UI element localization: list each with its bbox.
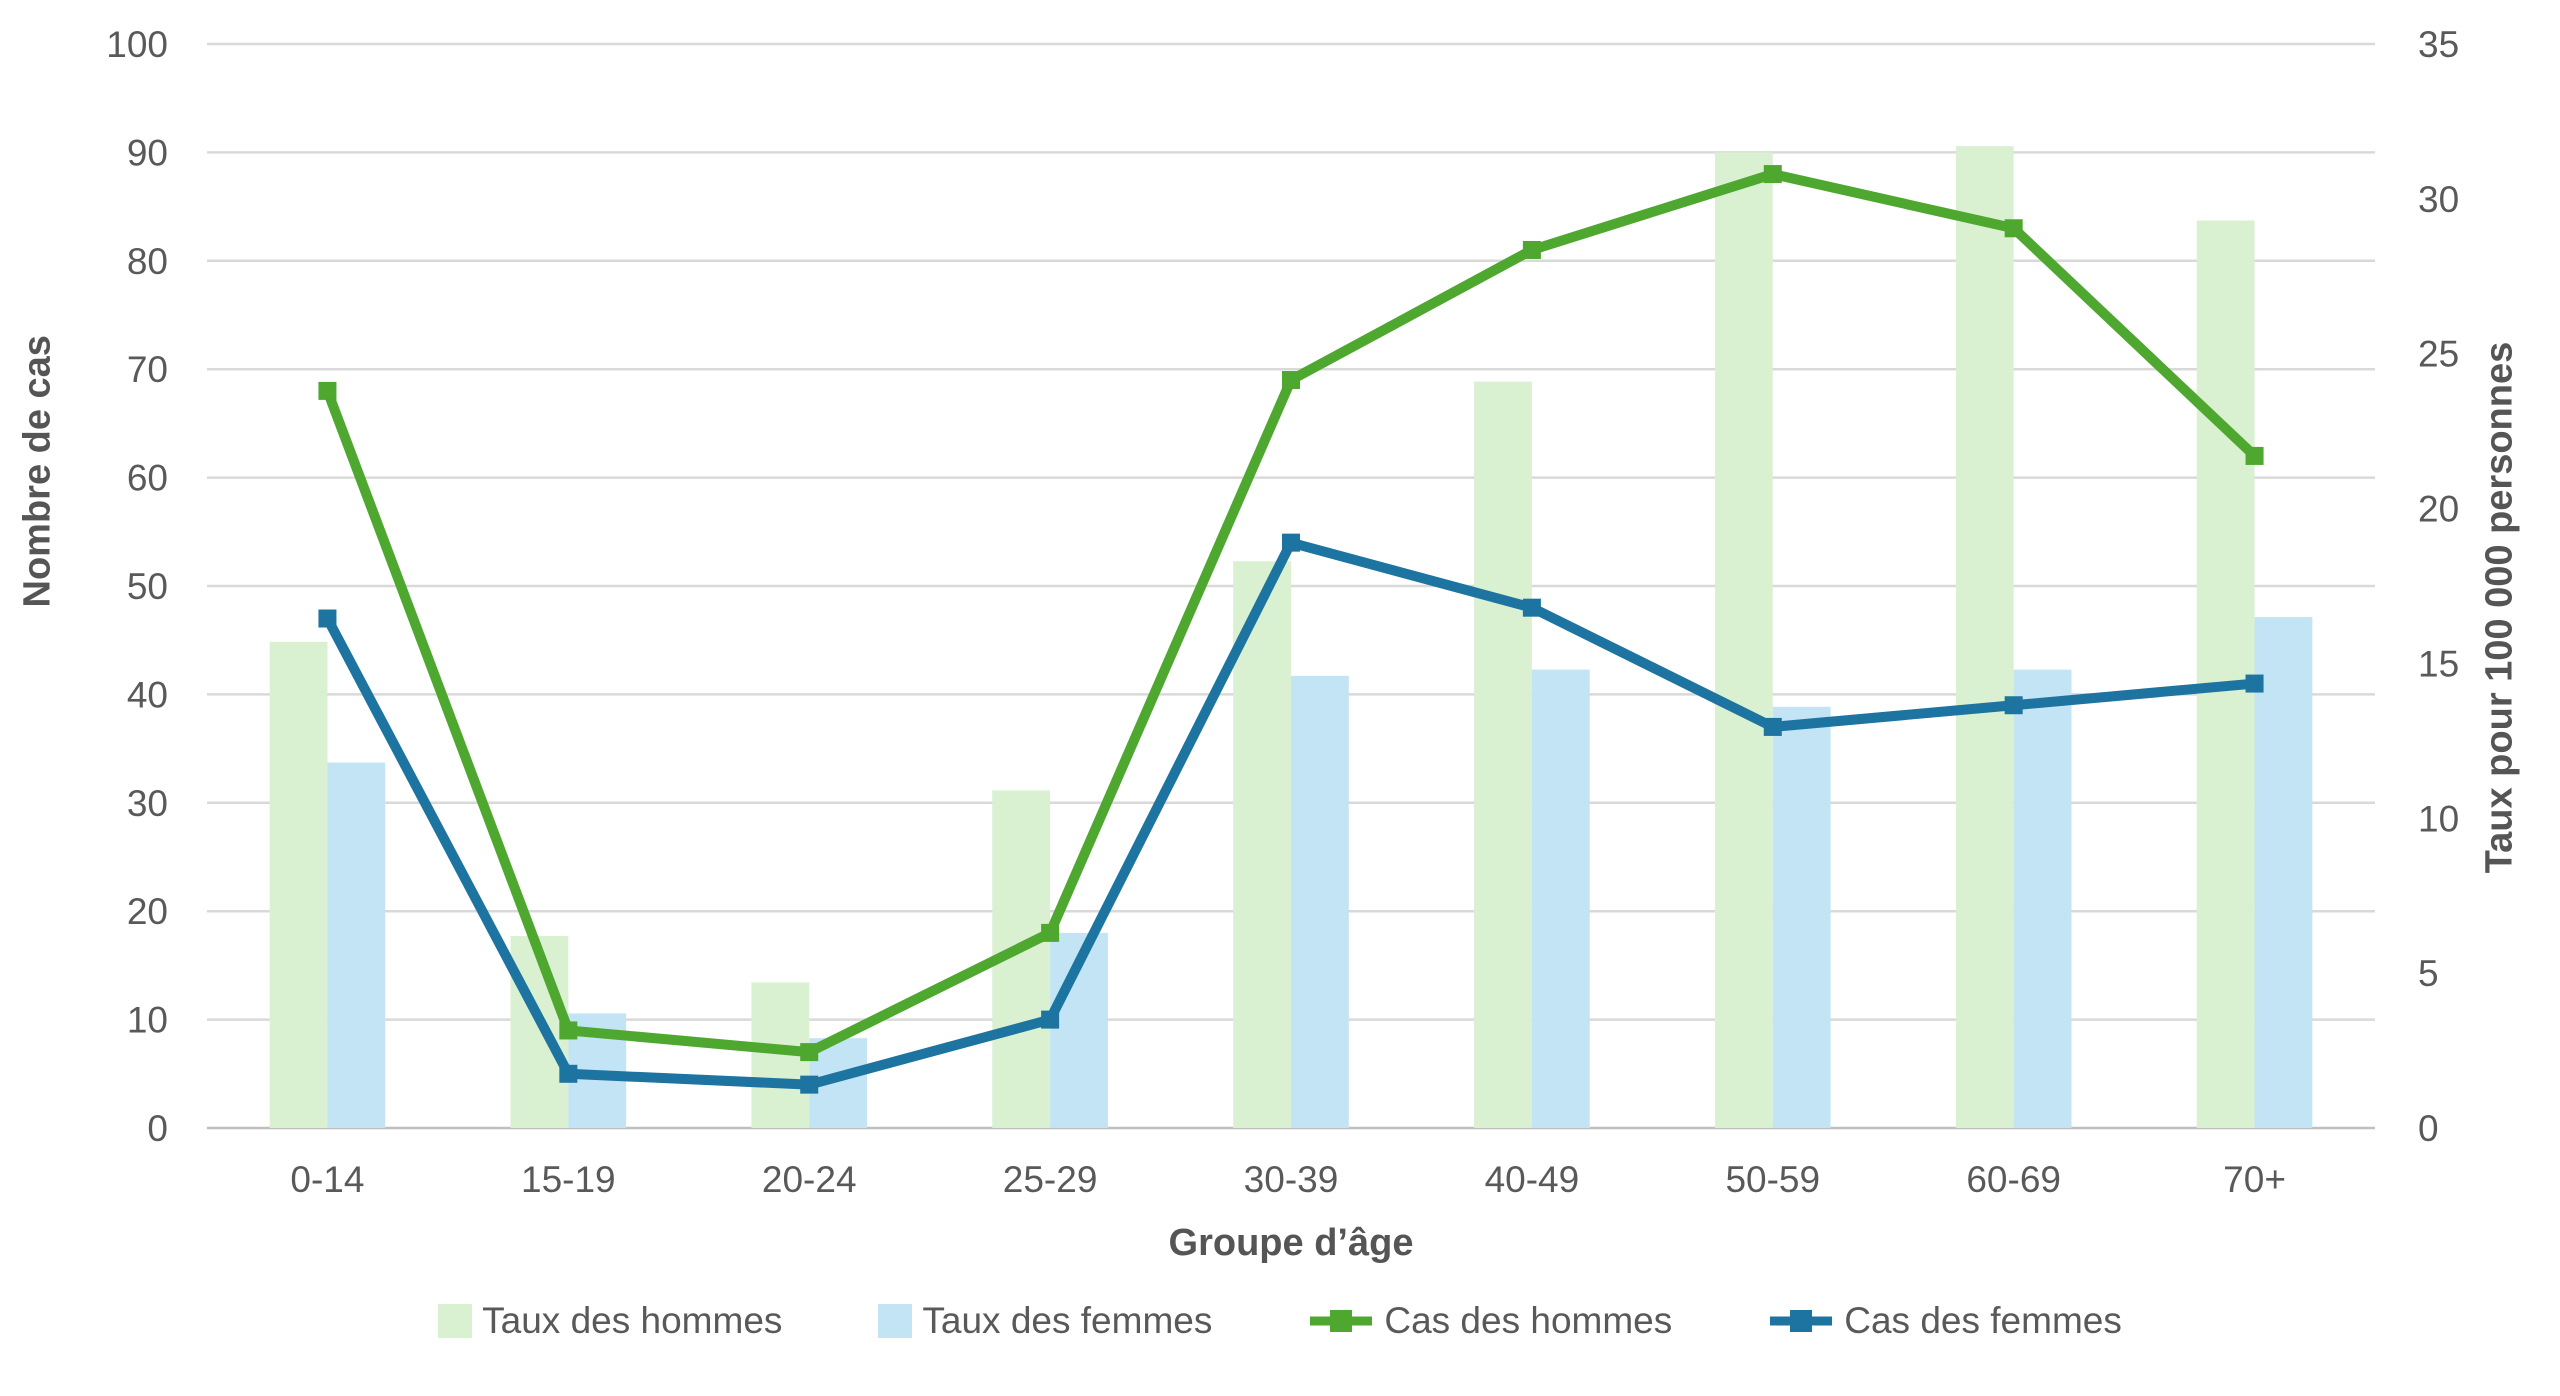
bar bbox=[1772, 706, 1831, 1128]
right-axis-tick-label: 5 bbox=[2418, 953, 2439, 994]
line-marker bbox=[800, 1043, 819, 1062]
x-axis-tick-label: 20-24 bbox=[762, 1159, 857, 1200]
left-axis-tick-label: 20 bbox=[127, 891, 168, 932]
left-axis-tick-label: 10 bbox=[127, 1000, 168, 1041]
line-series-cas-des-femmes bbox=[318, 533, 2264, 1094]
bar bbox=[1531, 669, 1590, 1128]
line-marker bbox=[1522, 240, 1541, 259]
right-axis-title: Taux pour 100 000 personnes bbox=[2478, 341, 2521, 874]
legend-bar-swatch bbox=[878, 1304, 913, 1338]
left-axis-title: Nombre de cas bbox=[16, 335, 59, 608]
line-series-cas-des-hommes bbox=[318, 165, 2264, 1062]
left-axis-tick-label: 40 bbox=[127, 674, 168, 715]
left-axis-tick-label: 50 bbox=[127, 566, 168, 607]
right-axis-tick-label: 20 bbox=[2418, 489, 2459, 530]
bar bbox=[510, 935, 569, 1128]
bar bbox=[269, 641, 328, 1128]
x-axis-tick-label: 25-29 bbox=[1003, 1159, 1098, 1200]
line-marker bbox=[318, 381, 337, 400]
left-axis-tick-label: 0 bbox=[147, 1108, 168, 1149]
line-marker bbox=[559, 1064, 578, 1083]
line-marker bbox=[2004, 696, 2023, 715]
line-marker bbox=[2245, 674, 2264, 693]
bar bbox=[327, 762, 386, 1128]
bar bbox=[1291, 675, 1349, 1128]
x-axis-tick-label: 15-19 bbox=[521, 1159, 616, 1200]
bar bbox=[2254, 616, 2313, 1128]
left-axis-tick-label: 70 bbox=[127, 349, 168, 390]
x-axis-tick-label: 60-69 bbox=[1966, 1159, 2061, 1200]
bar bbox=[2196, 220, 2255, 1129]
legend-label: Cas des hommes bbox=[1384, 1300, 1673, 1341]
bar-series-taux-des-femmes bbox=[327, 616, 2313, 1128]
legend-line-marker bbox=[1330, 1310, 1353, 1332]
right-axis-tick-label: 0 bbox=[2418, 1108, 2439, 1149]
left-axis-tick-label: 100 bbox=[106, 24, 168, 65]
bar bbox=[1233, 561, 1291, 1128]
legend-bar-swatch bbox=[438, 1304, 473, 1338]
x-axis-tick-label: 40-49 bbox=[1485, 1159, 1580, 1200]
right-axis-tick-labels: 0 5 10 15 20 25 30 35 bbox=[2418, 24, 2459, 1149]
line-marker bbox=[318, 609, 337, 628]
left-axis-tick-label: 80 bbox=[127, 241, 168, 282]
right-axis-tick-label: 10 bbox=[2418, 798, 2459, 839]
line-marker bbox=[1522, 598, 1541, 617]
line-marker bbox=[2004, 219, 2023, 238]
line-marker bbox=[1282, 371, 1300, 390]
left-axis-tick-label: 90 bbox=[127, 132, 168, 173]
legend-item-cas-des-femmes: Cas des femmes bbox=[1768, 1300, 2122, 1342]
bar bbox=[1714, 152, 1773, 1128]
right-axis-tick-label: 30 bbox=[2418, 179, 2459, 220]
line-marker bbox=[1041, 923, 1060, 942]
right-axis-tick-label: 25 bbox=[2418, 334, 2459, 375]
line-marker bbox=[1282, 533, 1300, 552]
x-axis-tick-label: 0-14 bbox=[290, 1159, 364, 1200]
line-marker bbox=[2245, 446, 2264, 465]
line-marker bbox=[1041, 1010, 1060, 1029]
bar bbox=[2013, 669, 2072, 1128]
x-axis-tick-label: 50-59 bbox=[1725, 1159, 1820, 1200]
right-axis-tick-label: 35 bbox=[2418, 24, 2459, 65]
x-axis-title: Groupe d’âge bbox=[1168, 1222, 1414, 1264]
right-axis-tick-label: 15 bbox=[2418, 643, 2459, 684]
legend-label: Cas des femmes bbox=[1844, 1300, 2122, 1341]
legend-item-cas-des-hommes: Cas des hommes bbox=[1308, 1300, 1672, 1342]
left-axis-tick-label: 30 bbox=[127, 783, 168, 824]
legend-item-taux-des-hommes: Taux des hommes bbox=[438, 1300, 782, 1342]
line-marker bbox=[800, 1075, 819, 1094]
legend-item-taux-des-femmes: Taux des femmes bbox=[878, 1300, 1212, 1342]
bar-series-taux-des-hommes bbox=[269, 146, 2255, 1129]
line-marker bbox=[559, 1021, 578, 1040]
legend: Taux des hommes Taux des femmes Cas des ho… bbox=[0, 1300, 2560, 1342]
legend-line-swatch bbox=[1770, 1310, 1833, 1332]
left-axis-tick-labels: 0 10 20 30 40 50 60 70 80 90 100 bbox=[106, 24, 168, 1149]
legend-line-swatch bbox=[1310, 1310, 1373, 1332]
x-axis-tick-label: 70+ bbox=[2223, 1159, 2286, 1200]
legend-line-marker bbox=[1790, 1310, 1813, 1332]
bar bbox=[1474, 381, 1532, 1128]
left-axis-tick-label: 60 bbox=[127, 458, 168, 499]
bar bbox=[1955, 146, 2014, 1129]
line-marker bbox=[1763, 165, 1782, 184]
x-axis-tick-labels: 0-14 15-19 20-24 25-29 30-39 40-49 50-59 60-69 7… bbox=[290, 1159, 2286, 1200]
x-axis-tick-label: 30-39 bbox=[1244, 1159, 1339, 1200]
legend-label: Taux des femmes bbox=[922, 1300, 1213, 1341]
line-marker bbox=[1763, 717, 1782, 736]
legend-label: Taux des hommes bbox=[482, 1300, 783, 1341]
